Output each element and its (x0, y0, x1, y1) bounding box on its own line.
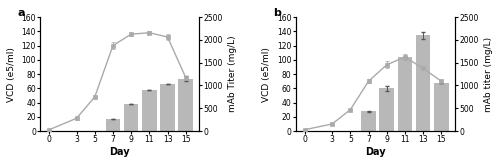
Bar (398, 57, 412, 131)
Text: b: b (274, 8, 281, 18)
Bar (142, 90, 156, 131)
Bar (434, 83, 448, 131)
Bar (416, 35, 430, 131)
X-axis label: Day: Day (365, 147, 386, 157)
Y-axis label: mAb titer (mg/L): mAb titer (mg/L) (484, 37, 493, 112)
Bar (380, 88, 394, 131)
Bar (106, 119, 120, 131)
Bar (124, 104, 138, 131)
Y-axis label: VCD (e5/ml): VCD (e5/ml) (7, 47, 16, 102)
Bar (178, 79, 193, 131)
Y-axis label: VCD (e5/ml): VCD (e5/ml) (262, 47, 272, 102)
Bar (160, 84, 175, 131)
Y-axis label: mAb Titer (mg/L): mAb Titer (mg/L) (228, 36, 237, 112)
Bar (361, 112, 376, 131)
Text: a: a (18, 8, 26, 18)
X-axis label: Day: Day (110, 147, 130, 157)
